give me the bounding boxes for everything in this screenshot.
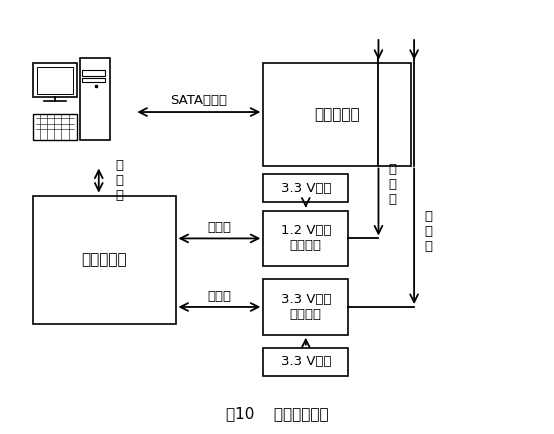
Text: 3.3 V供电: 3.3 V供电 — [280, 181, 331, 194]
Bar — [263, 279, 348, 335]
Bar — [33, 63, 77, 97]
Bar — [263, 210, 348, 266]
Text: 最小系统板: 最小系统板 — [81, 252, 127, 267]
Bar — [80, 59, 110, 140]
Text: 电
源
线: 电 源 线 — [388, 163, 396, 206]
Bar — [33, 114, 77, 140]
Text: 串
口
线: 串 口 线 — [115, 159, 123, 202]
Text: 串口线: 串口线 — [207, 221, 232, 234]
Text: 1.2 V电流
检查模块: 1.2 V电流 检查模块 — [280, 224, 331, 253]
Bar — [263, 63, 412, 166]
Text: SATA数据线: SATA数据线 — [170, 94, 227, 106]
Bar — [33, 196, 176, 324]
Bar — [263, 348, 348, 375]
Text: 电路测试板: 电路测试板 — [315, 107, 360, 122]
Text: 3.3 V电流
检查模块: 3.3 V电流 检查模块 — [280, 293, 331, 321]
Text: 3.3 V供电: 3.3 V供电 — [280, 355, 331, 368]
Text: 串口线: 串口线 — [207, 290, 232, 303]
Bar — [83, 70, 105, 76]
Text: 图10    硬件环境框图: 图10 硬件环境框图 — [225, 407, 329, 421]
Bar — [263, 174, 348, 202]
Text: 电
源
线: 电 源 线 — [424, 210, 432, 253]
Bar — [37, 66, 73, 94]
Bar — [83, 78, 105, 82]
